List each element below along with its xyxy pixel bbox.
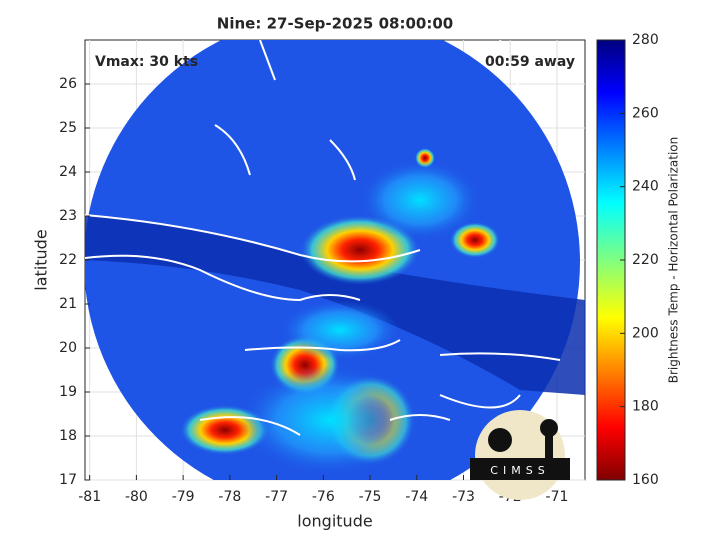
x-axis-label: longitude (297, 512, 372, 531)
x-axis: -81-80-79-78-77-76-75-74-73-72-71 (78, 475, 568, 505)
x-tick-label: -77 (265, 489, 288, 505)
x-tick-label: -74 (405, 489, 428, 505)
y-axis-label: latitude (32, 229, 51, 290)
time-annotation: 00:59 away (485, 54, 575, 70)
colorbar-tick-label: 200 (632, 325, 659, 341)
colorbar-label: Brightness Temp - Horizontal Polarizatio… (667, 137, 681, 384)
colorbar-tick-label: 160 (632, 472, 659, 488)
y-tick-label: 22 (59, 252, 77, 268)
y-tick-label: 21 (59, 296, 77, 312)
y-tick-label: 20 (59, 340, 77, 356)
colorbar-tick-label: 220 (632, 252, 659, 268)
x-tick-label: -78 (218, 489, 241, 505)
y-axis: 17 18 19 20 21 22 23 24 25 26 (59, 76, 90, 488)
colorbar-axis: 160 180 200 220 240 260 280 (620, 32, 659, 488)
title: Nine: 27-Sep-2025 08:00:00 (217, 15, 453, 33)
logo-text: CIMSS (490, 464, 549, 477)
x-tick-label: -71 (546, 489, 569, 505)
y-tick-label: 23 (59, 208, 77, 224)
y-tick-label: 25 (59, 120, 77, 136)
y-tick-label: 17 (59, 472, 77, 488)
y-tick-label: 26 (59, 76, 77, 92)
colorbar-tick-label: 180 (632, 399, 659, 415)
x-tick-label: -81 (78, 489, 101, 505)
colorbar-tick-label: 260 (632, 105, 659, 121)
x-tick-label: -79 (172, 489, 195, 505)
imagery (85, 40, 585, 480)
y-tick-label: 24 (59, 164, 77, 180)
colorbar-tick-label: 240 (632, 179, 659, 195)
y-tick-label: 19 (59, 384, 77, 400)
colorbar-tick-label: 280 (632, 32, 659, 48)
vmax-annotation: Vmax: 30 kts (95, 54, 198, 70)
logo: CIMSS (470, 410, 570, 500)
x-tick-label: -80 (125, 489, 148, 505)
x-tick-label: -73 (452, 489, 475, 505)
y-tick-label: 18 (59, 428, 77, 444)
x-tick-label: -75 (359, 489, 382, 505)
x-tick-label: -76 (312, 489, 335, 505)
